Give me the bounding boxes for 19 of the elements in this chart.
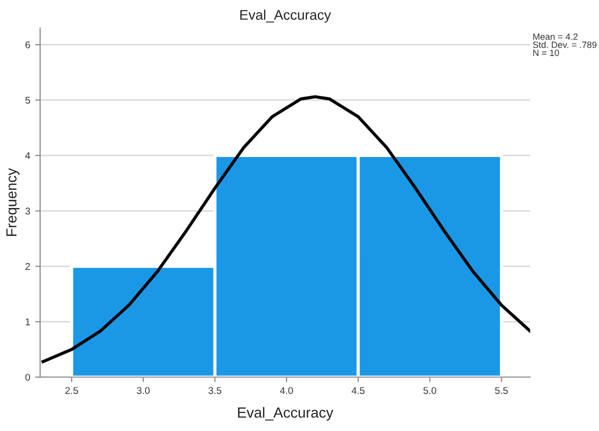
y-tick-label: 0 [25, 374, 30, 381]
x-tick-label: 4.5 [352, 387, 365, 394]
x-tick-label: 5.5 [495, 387, 508, 394]
y-tick-label: 6 [26, 41, 30, 48]
line-series [41, 95, 530, 364]
x-axis-title: Eval_Accuracy [238, 407, 334, 421]
y-tick-label: 2 [25, 263, 30, 270]
y-tick-label: 1 [26, 318, 30, 326]
x-tick-label: 4.0 [280, 387, 293, 394]
x-tick-label: 3.0 [136, 387, 150, 394]
y-tick-label: 4 [25, 152, 30, 159]
chart-title: Eval_Accuracy [240, 10, 332, 23]
x-tick-label: 3.5 [208, 387, 222, 394]
x-tick-label: 2.5 [65, 387, 78, 394]
y-tick-label: 3 [25, 208, 30, 214]
y-tick-label: 5 [25, 96, 30, 104]
y-axis-title: Frequency [6, 168, 20, 236]
x-tick-label: 5.0 [423, 387, 436, 394]
text: Mean = 4.2 Std. Dev. = .789 N = 10 [532, 33, 596, 56]
